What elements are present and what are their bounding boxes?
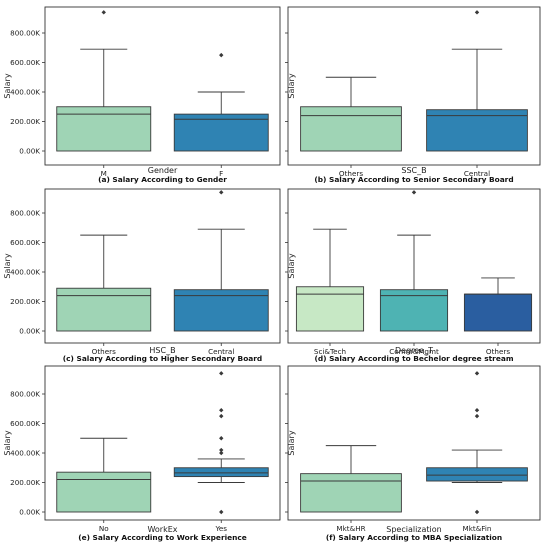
y-axis-label: Salary (287, 430, 296, 455)
y-tick-label: 200.00K (10, 478, 40, 487)
x-tick-label: Sci&Tech (314, 347, 346, 356)
x-tick-label: Central (208, 347, 234, 356)
x-axis-label: SSC_B (401, 166, 426, 175)
outlier-point (219, 436, 224, 441)
y-axis-label: Salary (3, 73, 12, 98)
x-tick-label: Comm&Mgmt (389, 347, 439, 356)
box-sci-tech (295, 286, 365, 332)
y-tick-label: 600.00K (10, 419, 40, 428)
box-comm-mgmt (379, 289, 449, 332)
chart-panel-5: 0.00K 200.00K 400.00K 600.00K 800.00K Salary N… (3, 365, 281, 542)
x-tick-label: Others (339, 169, 363, 178)
y-tick-label: 800.00K (10, 390, 40, 399)
y-tick-label: 0.00K (19, 147, 40, 156)
x-tick-label: Others (92, 347, 116, 356)
box-others (56, 287, 152, 332)
plot-frame (44, 188, 281, 344)
chart-panel-3: 0.00K 200.00K 400.00K 600.00K 800.00K Salary O… (3, 188, 281, 363)
y-tick-label: 0.00K (19, 508, 40, 517)
y-tick-label: 200.00K (10, 297, 40, 306)
y-tick-label: 800.00K (10, 209, 40, 218)
outlier-point (474, 413, 480, 419)
chart-caption: (d) Salary According to Bechelor degree … (314, 354, 513, 363)
x-tick-label: Mkt&Fin (463, 524, 492, 533)
x-tick-label: M (101, 169, 107, 178)
x-tick-label: No (99, 524, 109, 533)
x-tick-label: Yes (214, 524, 227, 533)
y-tick-label: 600.00K (10, 238, 40, 247)
x-tick-label: Mkt&HR (336, 524, 365, 533)
y-tick-label: 800.00K (10, 29, 40, 38)
plot-frame (287, 6, 541, 166)
outlier-point (474, 10, 480, 15)
box-others (300, 106, 402, 152)
plot-frame (44, 365, 281, 521)
chart-caption: (a) Salary According to Gender (98, 175, 227, 184)
y-axis-label: Salary (287, 253, 296, 278)
chart-panel-1: 0.00K 200.00K 400.00K 600.00K 800.00K Salary M… (3, 6, 281, 184)
chart-panel-4: Salary Sci&Tech Comm&Mgmt Others Degree_T(d)… (285, 188, 541, 363)
chart-panel-2: Salary Others Central SSC_B(b) Salary Accor… (285, 6, 541, 184)
y-tick-label: 400.00K (10, 88, 40, 97)
x-axis-label: WorkEx (147, 525, 177, 534)
y-axis-label: Salary (3, 253, 12, 278)
y-axis-label: Salary (287, 73, 296, 98)
box-no (56, 471, 152, 513)
plot-frame (287, 365, 541, 521)
outlier-point (219, 52, 224, 58)
outlier-point (474, 371, 480, 376)
box-mkt-hr (300, 473, 402, 513)
y-tick-label: 600.00K (10, 58, 40, 67)
outlier-point (219, 190, 224, 195)
plot-frame (44, 6, 281, 166)
x-tick-label: Central (464, 169, 490, 178)
outlier-point (101, 10, 106, 15)
outlier-point (219, 413, 224, 419)
x-axis-label: Degree_T (395, 346, 433, 355)
x-axis-label: HSC_B (149, 346, 175, 355)
x-tick-label: F (219, 169, 223, 178)
outlier-point (411, 190, 417, 195)
box-mkt-fin (426, 467, 528, 482)
outlier-point (219, 509, 224, 515)
outlier-point (474, 509, 480, 515)
chart-caption: (e) Salary According to Work Experience (78, 533, 247, 542)
box-yes (173, 467, 269, 478)
chart-caption: (f) Salary According to MBA Specializati… (326, 533, 502, 542)
x-axis-label: Gender (148, 166, 178, 175)
y-tick-label: 400.00K (10, 268, 40, 277)
outlier-point (219, 447, 224, 453)
y-axis-label: Salary (3, 430, 12, 455)
outlier-point (219, 408, 224, 413)
y-tick-label: 400.00K (10, 449, 40, 458)
chart-panel-6: Salary Mkt&HR Mkt&Fin Specialization(f) Sal… (285, 365, 541, 542)
chart-caption: (b) Salary According to Senior Secondary… (314, 175, 513, 184)
outlier-point (219, 450, 224, 456)
y-tick-label: 200.00K (10, 117, 40, 126)
chart-caption: (c) Salary According to Higher Secondary… (63, 354, 262, 363)
y-tick-label: 0.00K (19, 327, 40, 336)
box-m (56, 106, 152, 152)
box-central (426, 109, 528, 152)
box-central (173, 289, 269, 332)
box-f (173, 113, 269, 152)
x-axis-label: Specialization (386, 525, 441, 534)
box-others (463, 293, 533, 332)
outlier-point (474, 408, 480, 413)
outlier-point (219, 371, 224, 376)
x-tick-label: Others (486, 347, 510, 356)
